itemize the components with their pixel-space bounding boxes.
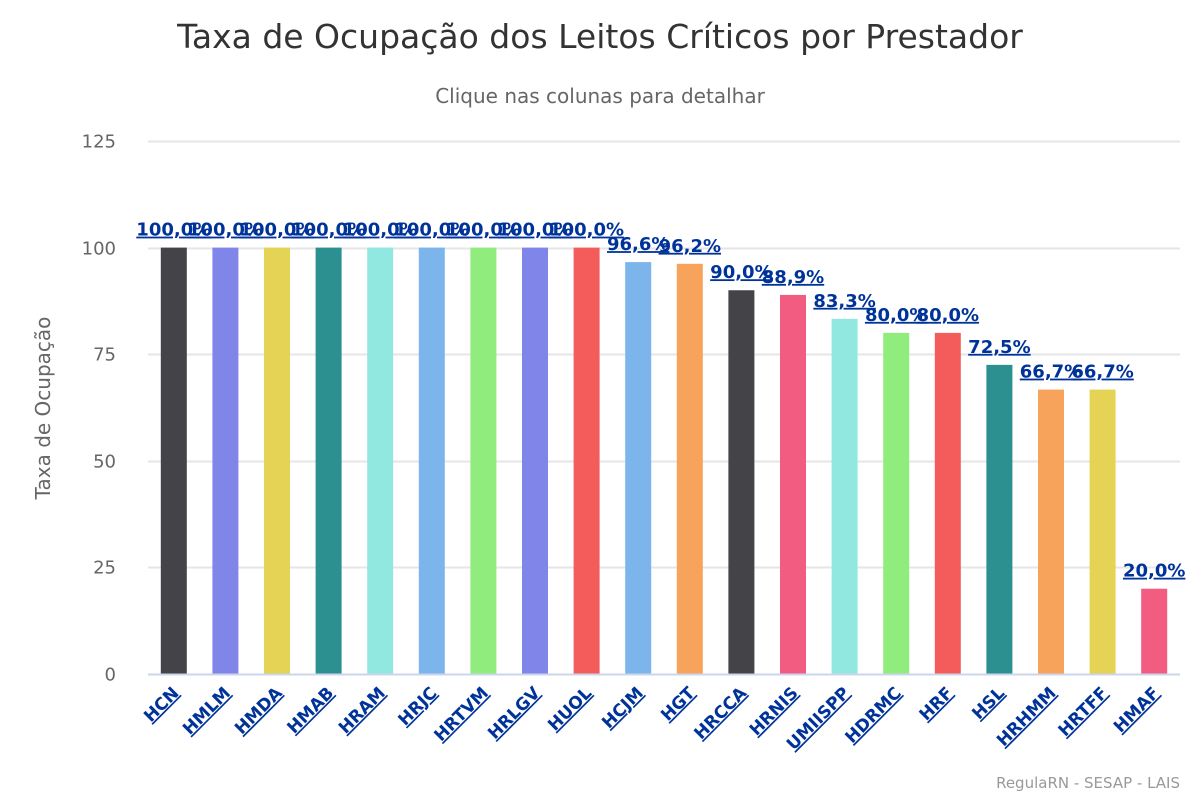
bar-hrtvm[interactable]: [470, 247, 497, 674]
y-axis-label: Taxa de Ocupação: [31, 317, 55, 501]
chart-title: Taxa de Ocupação dos Leitos Críticos por…: [176, 17, 1023, 56]
data-labels: 100,0%100,0%100,0%100,0%100,0%100,0%100,…: [136, 220, 1185, 582]
x-tick-label[interactable]: HMAB: [284, 683, 339, 738]
data-label[interactable]: 66,7%: [1020, 362, 1082, 383]
bar-hmlm[interactable]: [212, 247, 239, 674]
credits[interactable]: RegulaRN - SESAP - LAIS: [996, 774, 1180, 792]
y-tick-label: 75: [93, 345, 116, 366]
data-label[interactable]: 100,0%: [394, 220, 469, 241]
data-label[interactable]: 72,5%: [968, 337, 1030, 358]
data-label[interactable]: 100,0%: [549, 220, 624, 241]
x-tick-label[interactable]: HGT: [657, 683, 699, 725]
x-tick-label[interactable]: HUOL: [544, 683, 596, 735]
bar-hmaf[interactable]: [1141, 588, 1168, 674]
y-tick-label: 25: [93, 558, 116, 579]
bar-hram[interactable]: [367, 247, 394, 674]
bar-hmab[interactable]: [315, 247, 342, 674]
bar-hrtff[interactable]: [1089, 389, 1116, 674]
y-tick-label: 125: [82, 132, 116, 153]
data-label[interactable]: 88,9%: [762, 267, 824, 288]
bar-hsl[interactable]: [986, 364, 1013, 674]
data-label[interactable]: 100,0%: [136, 220, 211, 241]
data-label[interactable]: 80,0%: [865, 305, 927, 326]
bars: [160, 247, 1168, 674]
y-tick-label: 50: [93, 452, 116, 473]
y-tick-label: 0: [105, 665, 116, 686]
x-tick-label[interactable]: HRTFF: [1055, 683, 1113, 741]
x-tick-label[interactable]: HMDA: [231, 683, 287, 739]
bar-hgt[interactable]: [676, 263, 703, 674]
x-tick-label[interactable]: HRF: [916, 683, 958, 725]
bar-hdrmc[interactable]: [883, 332, 910, 674]
x-tick-label[interactable]: HCN: [140, 683, 183, 726]
data-label[interactable]: 100,0%: [188, 220, 263, 241]
x-tick-label[interactable]: HDRMC: [842, 683, 906, 747]
bar-huol[interactable]: [573, 247, 600, 674]
data-label[interactable]: 100,0%: [291, 220, 366, 241]
data-label[interactable]: 83,3%: [813, 291, 875, 312]
data-label[interactable]: 80,0%: [917, 305, 979, 326]
bar-hmda[interactable]: [264, 247, 290, 674]
bar-hcjm[interactable]: [625, 262, 652, 674]
data-label[interactable]: 100,0%: [240, 220, 315, 241]
data-label[interactable]: 100,0%: [446, 220, 521, 241]
chart-subtitle: Clique nas colunas para detalhar: [435, 84, 765, 108]
x-tick-label[interactable]: HCJM: [598, 683, 647, 732]
bar-hrjc[interactable]: [418, 247, 445, 674]
data-label[interactable]: 20,0%: [1123, 561, 1185, 582]
y-tick-label: 100: [82, 239, 116, 260]
data-label[interactable]: 96,2%: [659, 236, 721, 257]
x-tick-label[interactable]: HMLM: [179, 683, 235, 739]
data-label[interactable]: 66,7%: [1071, 362, 1133, 383]
bar-hrhmm[interactable]: [1038, 389, 1064, 674]
x-tick-label[interactable]: HRCCA: [691, 683, 752, 744]
data-label[interactable]: 100,0%: [498, 220, 573, 241]
bar-umiispp[interactable]: [831, 318, 858, 674]
x-tick-label[interactable]: HRTVM: [431, 683, 493, 745]
data-label[interactable]: 96,6%: [607, 234, 669, 255]
bar-hrlgv[interactable]: [522, 247, 548, 674]
data-label[interactable]: 90,0%: [710, 262, 772, 283]
bar-hrnis[interactable]: [780, 294, 806, 674]
bar-hcn[interactable]: [160, 247, 187, 674]
x-tick-label[interactable]: HRJC: [395, 683, 442, 730]
x-tick-label[interactable]: HRAM: [335, 683, 390, 738]
bar-hrcca[interactable]: [728, 290, 755, 674]
bar-hrf[interactable]: [934, 332, 961, 674]
data-label[interactable]: 100,0%: [343, 220, 418, 241]
x-tick-label[interactable]: HRLGV: [484, 683, 545, 744]
x-tick-label[interactable]: HMAF: [1110, 683, 1164, 737]
x-tick-label[interactable]: HSL: [968, 683, 1009, 724]
y-axis-ticks: 0 25 50 75 100 125: [82, 132, 116, 686]
